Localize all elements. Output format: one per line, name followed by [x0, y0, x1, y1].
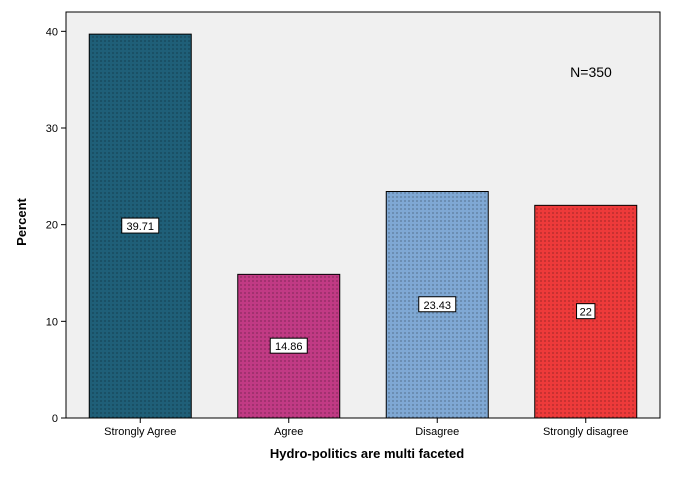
data-label-box: [121, 217, 160, 234]
x-axis: Strongly Agree Agree Disagree Strongly disa…: [104, 418, 629, 438]
data-label: 22: [580, 307, 592, 319]
x-tick-label: Strongly Agree: [104, 426, 176, 438]
x-tick-label: Disagree: [415, 426, 459, 438]
data-label: 39.71: [126, 221, 154, 233]
data-label: 23.43: [423, 300, 451, 312]
x-tick-label: Agree: [274, 426, 303, 438]
y-axis: 0 10 20 30 40: [46, 26, 66, 425]
data-label-box: [418, 296, 457, 313]
y-tick-label: 40: [46, 26, 58, 38]
data-label-box: [576, 303, 596, 320]
data-label-box: [269, 337, 308, 354]
y-tick-label: 30: [46, 123, 58, 135]
bars: 39.71 14.86 23.43 22: [88, 33, 638, 419]
y-tick-label: 0: [52, 413, 58, 425]
x-tick-label: Strongly disagree: [543, 426, 629, 438]
sample-size-annotation: N=350: [570, 64, 612, 80]
data-label: 14.86: [275, 341, 303, 353]
y-tick-label: 20: [46, 220, 58, 232]
y-axis-title: Percent: [14, 197, 29, 245]
x-axis-title: Hydro-politics are multi faceted: [270, 446, 464, 461]
y-tick-label: 10: [46, 316, 58, 328]
